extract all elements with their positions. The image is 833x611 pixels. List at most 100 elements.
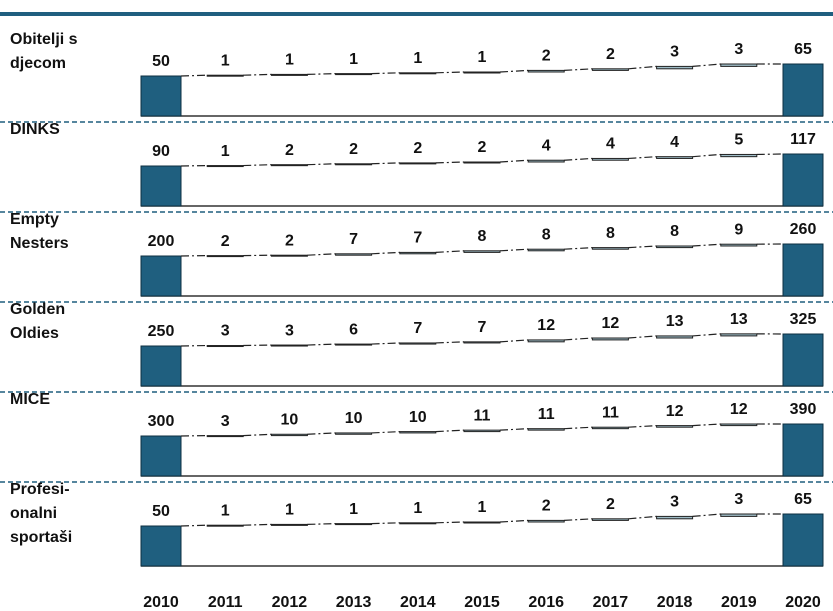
connector — [435, 250, 465, 253]
value-label: 50 — [152, 503, 170, 520]
total-bar — [782, 513, 824, 567]
connector — [499, 339, 529, 343]
increment-bar — [591, 518, 629, 521]
increment-bar — [656, 335, 694, 339]
value-label: 250 — [148, 323, 175, 340]
increment-bar — [591, 337, 629, 341]
value-label: 10 — [409, 409, 427, 426]
value-label: 1 — [349, 501, 358, 518]
value-label: 300 — [148, 413, 175, 430]
total-bar — [782, 153, 824, 207]
x-tick-label: 2012 — [272, 594, 308, 611]
value-label: 12 — [666, 403, 684, 420]
value-label: 7 — [413, 320, 422, 337]
value-label: 2 — [285, 232, 294, 249]
connector — [628, 425, 657, 428]
value-label: 2 — [221, 233, 230, 250]
value-label: 50 — [152, 53, 170, 70]
increment-bar — [206, 345, 244, 348]
connector — [628, 515, 657, 520]
connector — [371, 342, 400, 345]
connector — [435, 161, 465, 164]
value-label: 5 — [734, 132, 743, 149]
connector — [628, 245, 657, 249]
value-label: 2 — [542, 48, 551, 65]
connector — [564, 68, 593, 71]
increment-bar — [399, 431, 437, 434]
increment-bar — [399, 342, 437, 345]
increment-bar — [463, 71, 501, 74]
total-bar — [782, 63, 824, 117]
x-tick-label: 2016 — [528, 594, 564, 611]
connector — [307, 163, 336, 166]
connector — [371, 431, 400, 434]
value-label: 65 — [794, 41, 812, 58]
connector — [564, 247, 593, 250]
value-label: 8 — [478, 228, 487, 245]
value-label: 2 — [606, 46, 615, 63]
total-bar — [140, 345, 182, 387]
x-tick-label: 2015 — [464, 594, 500, 611]
value-label: 3 — [221, 323, 230, 340]
value-label: 390 — [790, 401, 817, 418]
value-label: 260 — [790, 221, 817, 238]
value-label: 11 — [602, 404, 619, 421]
value-label: 2 — [478, 139, 487, 156]
increment-bar — [206, 255, 244, 258]
connector — [499, 69, 529, 73]
connector — [371, 72, 400, 75]
connector — [307, 523, 336, 525]
increment-bar — [399, 162, 437, 165]
increment-bar — [335, 73, 373, 76]
increment-bar — [527, 428, 565, 431]
value-label: 1 — [285, 52, 294, 69]
increment-bar — [527, 159, 565, 163]
value-label: 8 — [606, 225, 615, 242]
x-tick-label: 2013 — [336, 594, 372, 611]
total-bar — [140, 525, 182, 567]
increment-bar — [656, 65, 694, 70]
connector — [692, 153, 721, 158]
increment-bar — [335, 343, 373, 346]
value-label: 2 — [606, 496, 615, 513]
value-label: 4 — [670, 134, 679, 151]
connector — [371, 522, 400, 525]
increment-bar — [270, 164, 308, 167]
connector — [692, 423, 721, 427]
value-label: 3 — [734, 41, 743, 58]
connector — [243, 523, 272, 526]
increment-bar — [206, 524, 244, 527]
increment-bar — [463, 341, 501, 344]
increment-bar — [527, 248, 565, 252]
connector — [564, 337, 593, 341]
increment-bar — [720, 243, 758, 247]
total-bar — [782, 423, 824, 477]
connector — [628, 335, 657, 339]
connector — [243, 73, 272, 76]
increment-bar — [527, 519, 565, 523]
increment-bar — [591, 426, 629, 430]
value-label: 12 — [537, 317, 555, 334]
increment-bar — [463, 250, 501, 253]
value-label: 9 — [734, 221, 743, 238]
value-label: 7 — [478, 319, 487, 336]
connector — [243, 164, 272, 167]
connector — [435, 429, 465, 433]
value-label: 2 — [285, 142, 294, 159]
increment-bar — [656, 425, 694, 428]
increment-bar — [720, 333, 758, 337]
value-label: 4 — [606, 136, 615, 153]
value-label: 1 — [221, 52, 230, 69]
value-label: 2 — [413, 140, 422, 157]
connector — [564, 518, 593, 521]
increment-bar — [206, 74, 244, 77]
value-label: 1 — [478, 499, 487, 516]
increment-bar — [656, 156, 694, 159]
connector — [499, 248, 529, 252]
connector — [435, 71, 465, 74]
value-label: 12 — [602, 315, 620, 332]
connector — [499, 519, 529, 523]
connector — [243, 433, 272, 437]
connector — [180, 524, 208, 527]
